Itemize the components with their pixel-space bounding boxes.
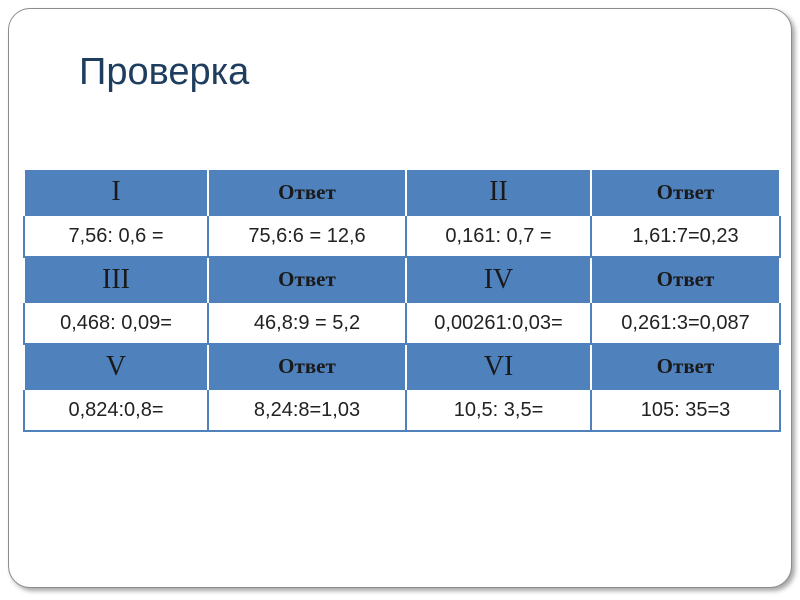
data-cell: 105: 35=3: [590, 388, 781, 432]
data-cell: 46,8:9 = 5,2: [207, 301, 407, 345]
data-cell: 8,24:8=1,03: [207, 388, 407, 432]
data-cell: 0,261:3=0,087: [590, 301, 781, 345]
header-cell: Ответ: [207, 257, 407, 302]
data-cell: 75,6:6 = 12,6: [207, 214, 407, 258]
data-cell: 0,00261:0,03=: [405, 301, 592, 345]
data-cell: 0,468: 0,09=: [23, 301, 209, 345]
header-row: V Ответ VI Ответ: [23, 344, 781, 389]
data-cell: 0,824:0,8=: [23, 388, 209, 432]
header-cell: Ответ: [590, 257, 781, 302]
data-row: 0,468: 0,09= 46,8:9 = 5,2 0,00261:0,03= 0,2…: [23, 301, 781, 345]
header-cell: II: [405, 170, 592, 215]
header-cell: Ответ: [207, 170, 407, 215]
data-cell: 7,56: 0,6 =: [23, 214, 209, 258]
data-cell: 0,161: 0,7 =: [405, 214, 592, 258]
header-cell: I: [23, 170, 209, 215]
header-cell: III: [23, 257, 209, 302]
header-cell: Ответ: [207, 344, 407, 389]
header-row: I Ответ II Ответ: [23, 170, 781, 215]
data-row: 7,56: 0,6 = 75,6:6 = 12,6 0,161: 0,7 = 1,61…: [23, 214, 781, 258]
data-cell: 1,61:7=0,23: [590, 214, 781, 258]
slide-title: Проверка: [79, 51, 250, 93]
header-cell: Ответ: [590, 344, 781, 389]
header-cell: V: [23, 344, 209, 389]
header-cell: VI: [405, 344, 592, 389]
header-cell: Ответ: [590, 170, 781, 215]
data-row: 0,824:0,8= 8,24:8=1,03 10,5: 3,5= 105: 35=3: [23, 388, 781, 432]
header-cell: IV: [405, 257, 592, 302]
answer-table: I Ответ II Ответ 7,56: 0,6 = 75,6:6 = 12,6 0,1…: [23, 170, 781, 432]
header-row: III Ответ IV Ответ: [23, 257, 781, 302]
data-cell: 10,5: 3,5=: [405, 388, 592, 432]
